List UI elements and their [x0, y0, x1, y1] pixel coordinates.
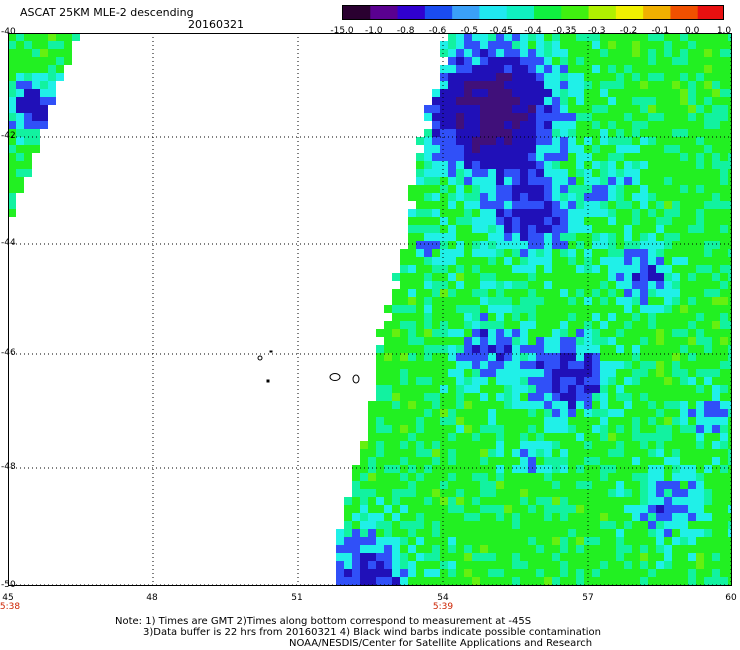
colorbar-label: -0.3	[587, 26, 606, 36]
colorbar-segment	[697, 6, 723, 19]
colorbar-segment	[479, 6, 508, 19]
colorbar-segment	[397, 6, 426, 19]
lat-label: -44	[1, 238, 16, 248]
colorbar-label: 0.0	[684, 26, 700, 36]
colorbar-label: -15.0	[330, 26, 354, 36]
lat-label: -42	[1, 131, 16, 141]
colorbar-label: -0.45	[489, 26, 513, 36]
colorbar-labels: -15.0 -1.0 -0.8 -0.6 -0.5 -0.45 -0.4 -0.35 -0.3 -…	[330, 26, 740, 38]
lat-label: -50	[1, 580, 16, 590]
lon-label: 48	[146, 593, 158, 603]
map-date: 20160321	[188, 18, 244, 31]
lon-label: 45	[2, 593, 14, 603]
footer-note-line1: Note: 1) Times are GMT 2)Times along bot…	[115, 616, 532, 627]
colorbar-segment	[588, 6, 617, 19]
lat-label: -48	[1, 462, 16, 472]
colorbar-segment	[670, 6, 699, 19]
footer-note-line2: 3)Data buffer is 22 hrs from 20160321 4)…	[143, 627, 601, 638]
lon-label: 60	[725, 593, 737, 603]
colorbar-segment	[343, 6, 371, 19]
colorbar-label: -0.4	[524, 26, 542, 36]
colorbar-segment	[615, 6, 644, 19]
lon-label: 54	[437, 593, 449, 603]
map-title: ASCAT 25KM MLE-2 descending	[20, 6, 194, 19]
colorbar-label: -0.1	[651, 26, 670, 36]
colorbar-segment	[534, 6, 562, 19]
wind-map	[8, 33, 732, 586]
time-label: 5:39	[432, 602, 454, 612]
islands	[257, 350, 360, 384]
colorbar-segment	[506, 6, 535, 19]
lat-label: -40	[1, 27, 16, 37]
colorbar	[342, 5, 724, 20]
colorbar-segment	[452, 6, 481, 19]
colorbar-segment	[370, 6, 399, 19]
colorbar-label: -0.5	[460, 26, 479, 36]
colorbar-label: -0.8	[396, 26, 415, 36]
colorbar-segment	[424, 6, 453, 19]
lon-label: 57	[582, 593, 594, 603]
colorbar-segment	[643, 6, 672, 19]
colorbar-label: 1.0	[716, 26, 732, 36]
footer-note-line3: NOAA/NESDIS/Center for Satellite Applica…	[289, 638, 593, 649]
colorbar-label: -1.0	[365, 26, 383, 36]
lat-label: -46	[1, 348, 16, 358]
map-frame	[8, 33, 732, 586]
lon-label: 51	[291, 593, 303, 603]
colorbar-segment	[561, 6, 590, 19]
colorbar-label: -0.6	[428, 26, 447, 36]
swath-data	[8, 33, 732, 586]
colorbar-label: -0.2	[619, 26, 638, 36]
time-label: 5:38	[0, 602, 21, 612]
colorbar-label: -0.35	[553, 26, 577, 36]
